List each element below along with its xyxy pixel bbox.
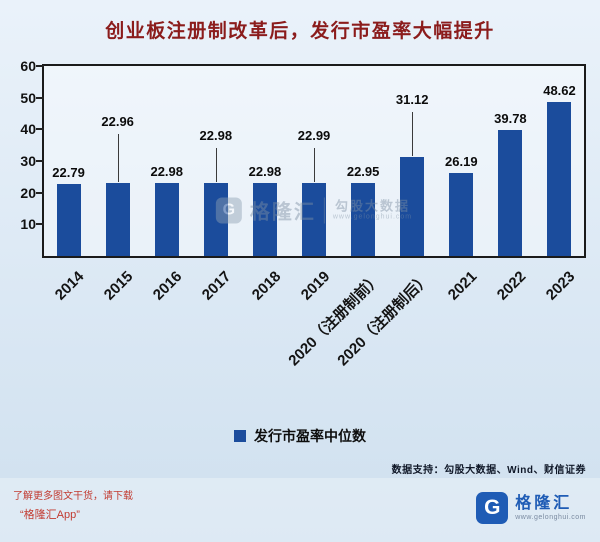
bar	[449, 173, 474, 256]
label-leader-line	[314, 148, 316, 182]
bar-series: 22.79 22.96 22.98 22.98 22.98 22.99 22.95 31.12…	[44, 66, 584, 256]
bar-column: 22.98	[240, 66, 289, 256]
bar	[252, 183, 277, 256]
brand-logo-text-block: 格隆汇 www.gelonghui.com	[515, 494, 586, 523]
x-axis-label: 2019	[297, 268, 334, 304]
x-axis-label: 2016	[150, 268, 186, 304]
bar-value-label: 22.98	[199, 128, 233, 143]
y-axis-tick	[36, 65, 44, 67]
promo-text-line1: 了解更多图文干货，请下载	[13, 491, 133, 502]
legend: 发行市盈率中位数	[0, 426, 600, 446]
y-axis-label: 30	[20, 153, 36, 169]
bar-column: 22.99	[289, 66, 338, 256]
bar-column: 22.95	[339, 66, 388, 256]
x-axis-label: 2023	[542, 268, 579, 304]
brand-logo-icon: G	[476, 492, 509, 524]
bar-value-label: 22.95	[346, 164, 380, 179]
bar-value-label: 31.12	[395, 92, 429, 107]
y-axis-tick	[36, 160, 44, 162]
bar-column: 31.12	[388, 66, 437, 256]
x-axis-labels: 2014 2015 2016 2017 2018 2019 2020（注册制前） 2020（注…	[42, 258, 582, 408]
legend-label: 发行市盈率中位数	[254, 428, 366, 444]
bar-value-label: 22.99	[297, 128, 331, 143]
label-leader-line	[215, 148, 217, 182]
bar	[154, 183, 179, 256]
bar-value-label: 22.96	[101, 114, 134, 129]
x-axis-label: 2018	[248, 268, 284, 304]
bar	[56, 184, 81, 256]
y-axis-label: 20	[20, 184, 36, 201]
bar-column: 22.96	[93, 66, 142, 256]
y-axis-tick	[36, 191, 44, 194]
brand-logo: G 格隆汇 www.gelonghui.com	[476, 492, 586, 524]
bar-value-label: 48.62	[543, 83, 576, 98]
y-axis-tick	[36, 96, 44, 99]
bar-value-label: 22.98	[248, 164, 282, 179]
y-axis-label: 40	[20, 121, 36, 138]
bar	[203, 183, 228, 256]
y-axis-label: 60	[20, 58, 36, 74]
bar-value-label: 22.79	[52, 165, 85, 180]
bar	[547, 102, 572, 256]
x-axis-label: 2014	[51, 268, 88, 304]
bar-value-label: 39.78	[494, 111, 527, 126]
x-axis-label: 2022	[493, 268, 530, 304]
legend-swatch	[234, 430, 246, 442]
y-axis-label: 50	[20, 89, 36, 106]
bar-column: 22.98	[191, 66, 240, 256]
y-axis-label: 10	[20, 216, 36, 233]
bar-column: 26.19	[437, 66, 486, 256]
bar	[105, 183, 130, 256]
bar-column: 48.62	[535, 66, 584, 256]
bar	[351, 183, 376, 256]
data-support-credit: 数据支持：勾股大数据、Wind、财信证券	[391, 465, 586, 476]
brand-name: 格隆汇	[515, 494, 573, 512]
bar-value-label: 22.98	[150, 164, 184, 179]
label-leader-line	[412, 112, 414, 156]
bar	[400, 157, 425, 256]
x-axis-label: 2015	[101, 268, 137, 304]
chart-title: 创业板注册制改革后，发行市盈率大幅提升	[105, 21, 495, 42]
bar-column: 22.79	[44, 66, 93, 256]
bar-column: 39.78	[486, 66, 535, 256]
x-axis-label: 2021	[444, 268, 481, 304]
label-leader-line	[117, 134, 119, 182]
bar	[302, 183, 327, 256]
bar-column: 22.98	[142, 66, 191, 256]
y-axis-tick	[36, 128, 44, 131]
plot-area: 22.79 22.96 22.98 22.98 22.98 22.99 22.95 31.12…	[20, 58, 586, 258]
bar	[498, 130, 523, 256]
y-axis-tick	[36, 223, 44, 226]
promo-text-line2: “格隆汇App”	[20, 509, 80, 521]
bar-value-label: 26.19	[445, 154, 478, 169]
brand-url: www.gelonghui.com	[515, 513, 586, 521]
x-axis-label: 2017	[199, 268, 235, 304]
